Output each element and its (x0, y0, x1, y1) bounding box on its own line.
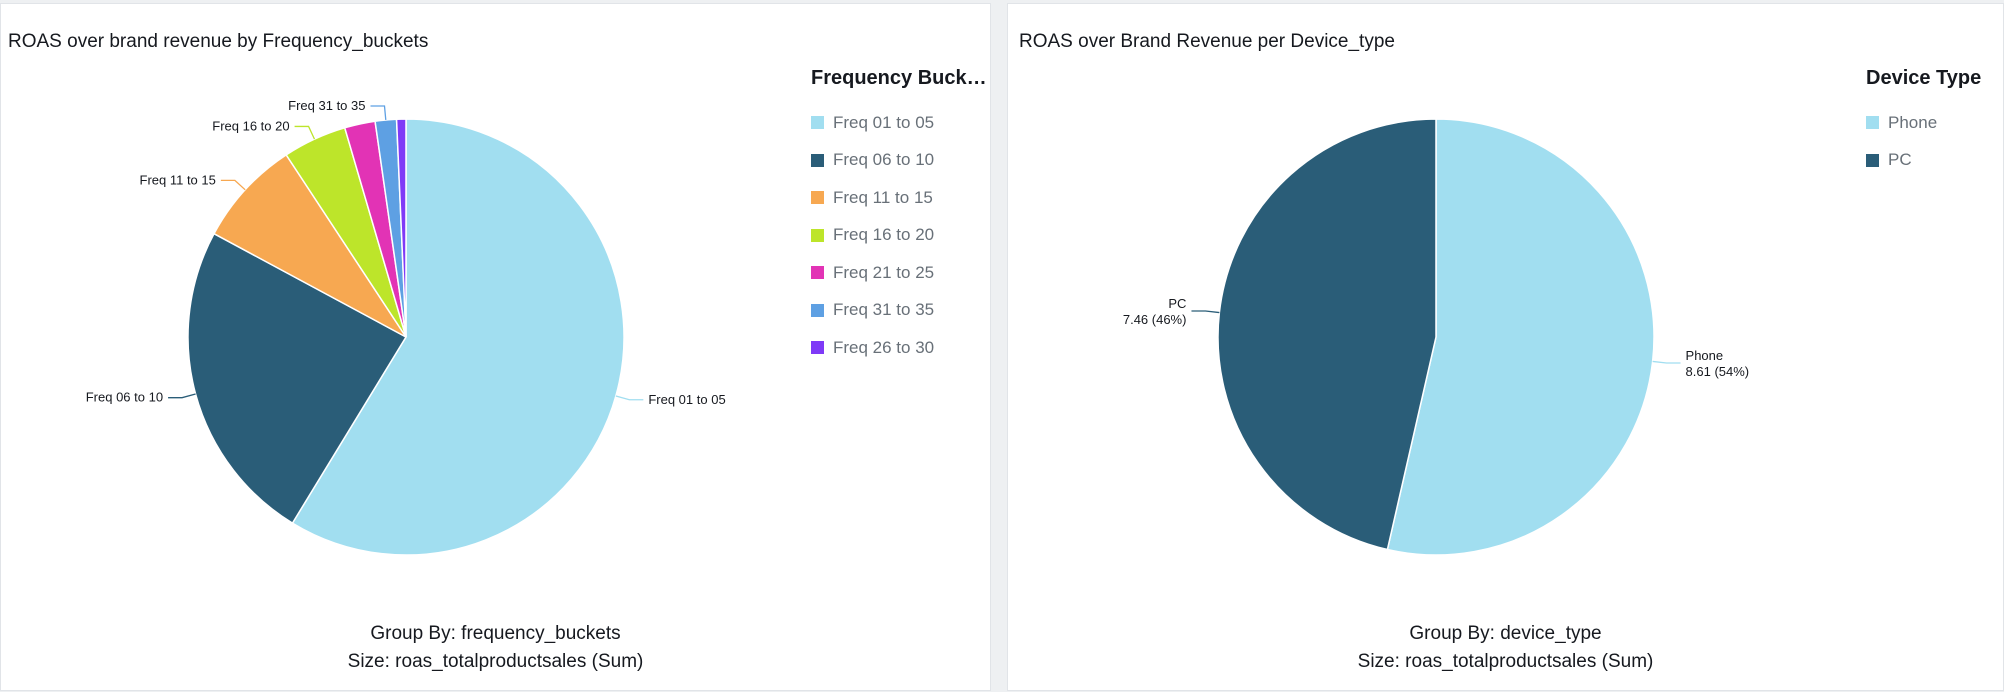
legend-swatch (811, 303, 824, 317)
slice-label-pc: PC (1168, 296, 1186, 311)
leader-line-phone (1652, 360, 1681, 364)
chart-panel-frequency[interactable]: ROAS over brand revenue by Frequency_buc… (0, 3, 991, 691)
legend-label: Freq 11 to 15 (833, 187, 933, 207)
chart-title: ROAS over Brand Revenue per Device_type (1019, 31, 1395, 52)
legend-item-freq-16-to-20[interactable]: Freq 16 to 20 (811, 217, 987, 255)
legend-label: PC (1888, 150, 1912, 170)
leader-line-freq-11-to-15 (220, 179, 246, 191)
legend-swatch (811, 228, 824, 242)
legend-label: Freq 31 to 35 (833, 300, 935, 320)
legend-swatch (1866, 153, 1879, 167)
legend-item-freq-26-to-30[interactable]: Freq 26 to 30 (811, 329, 987, 367)
legend-item-phone[interactable]: Phone (1866, 104, 1981, 142)
legend-title: Device Type (1866, 67, 1982, 89)
size-label: Size: roas_totalproductsales (Sum) (347, 651, 644, 672)
legend-swatch (811, 266, 824, 280)
legend-title: Frequency Buck… (811, 67, 987, 89)
slice-label-freq-16-to-20: Freq 16 to 20 (212, 118, 289, 133)
slice-label-freq-01-to-05: Freq 01 to 05 (648, 392, 725, 407)
legend-label: Freq 21 to 25 (833, 262, 935, 282)
slice-value-phone: 8.61 (54%) (1686, 364, 1750, 379)
slice-value-pc: 7.46 (46%) (1123, 312, 1187, 327)
leader-line-freq-16-to-20 (294, 125, 316, 140)
pie-slice-freq-26-to-30[interactable] (395, 118, 407, 338)
legend-item-freq-06-to-10[interactable]: Freq 06 to 10 (811, 142, 987, 180)
legend-item-freq-11-to-15[interactable]: Freq 11 to 15 (811, 179, 987, 217)
legend-label: Freq 01 to 05 (833, 112, 935, 132)
legend-label: Freq 16 to 20 (833, 225, 935, 245)
leader-line-freq-01-to-05 (615, 395, 644, 401)
legend-label: Freq 06 to 10 (833, 150, 935, 170)
legend-swatch (1866, 116, 1879, 130)
legend-label: Phone (1888, 112, 1938, 132)
legend-item-pc[interactable]: PC (1866, 142, 1981, 180)
pie-slice-freq-11-to-15[interactable] (213, 153, 407, 338)
group-by-label: Group By: device_type (1409, 623, 1602, 644)
group-by-label: Group By: frequency_buckets (370, 623, 621, 644)
legend: Device Type Phone PC (1866, 67, 1981, 179)
size-label: Size: roas_totalproductsales (Sum) (1357, 651, 1654, 672)
legend-item-freq-31-to-35[interactable]: Freq 31 to 35 (811, 292, 987, 330)
pie-slice-freq-01-to-05[interactable] (291, 118, 625, 556)
leader-line-freq-06-to-10 (168, 393, 196, 399)
slice-label-freq-06-to-10: Freq 06 to 10 (86, 390, 163, 405)
slice-label-freq-31-to-35: Freq 31 to 35 (288, 98, 365, 113)
legend-item-freq-01-to-05[interactable]: Freq 01 to 05 (811, 104, 987, 142)
legend-swatch (811, 341, 824, 355)
slice-label-phone: Phone (1686, 348, 1724, 363)
legend-item-freq-21-to-25[interactable]: Freq 21 to 25 (811, 254, 987, 292)
leader-line-pc (1191, 310, 1220, 314)
slice-label-freq-11-to-15: Freq 11 to 15 (140, 172, 216, 187)
chart-title: ROAS over brand revenue by Frequency_buc… (8, 31, 429, 52)
pie-slice-phone[interactable] (1386, 118, 1655, 556)
pie-slice-freq-06-to-10[interactable] (187, 232, 408, 525)
legend-swatch (811, 153, 824, 167)
legend: Frequency Buck… Freq 01 to 05 Freq 06 to … (811, 67, 987, 367)
legend-swatch (811, 191, 824, 205)
leader-line-freq-31-to-35 (370, 105, 387, 120)
chart-panel-device[interactable]: ROAS over Brand Revenue per Device_type … (1007, 3, 2004, 691)
legend-label: Freq 26 to 30 (833, 337, 935, 357)
chart-footer: Group By: device_type Size: roas_totalpr… (1008, 620, 2003, 676)
legend-swatch (811, 116, 824, 130)
chart-footer: Group By: frequency_buckets Size: roas_t… (1, 620, 990, 676)
